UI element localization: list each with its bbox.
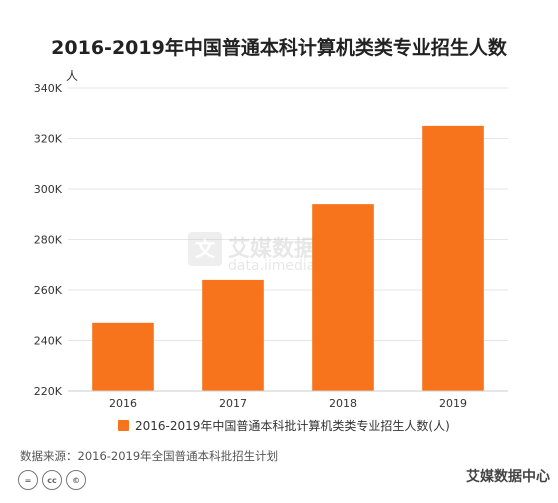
y-tick-label: 280K xyxy=(34,234,63,247)
x-tick-label: 2019 xyxy=(439,397,467,410)
watermark-logo-icon xyxy=(188,232,222,266)
y-tick-label: 260K xyxy=(34,284,63,297)
x-tick-label: 2016 xyxy=(109,397,137,410)
y-axis-ticks: 220K 240K 260K 280K 300K 320K 340K xyxy=(34,82,63,398)
y-tick-label: 220K xyxy=(34,385,63,398)
bars xyxy=(92,125,484,391)
x-axis-ticks: 2016 2017 2018 2019 xyxy=(109,397,467,410)
equals-badge-icon: = xyxy=(18,470,38,490)
bar-2016 xyxy=(92,322,154,391)
legend-label: 2016-2019年中国普通本科批计算机类类专业招生人数(人) xyxy=(135,418,450,433)
legend-swatch xyxy=(118,419,129,431)
footer-brand: 艾媒数据中心 xyxy=(466,469,550,485)
y-tick-label: 320K xyxy=(34,133,63,146)
bar-2018 xyxy=(312,204,374,391)
x-tick-label: 2017 xyxy=(219,397,247,410)
y-axis-label: 人 xyxy=(66,69,78,83)
chart-title: 2016-2019年中国普通本科计算机类类专业招生人数 xyxy=(51,37,507,59)
watermark-url: data.iimedia.cn xyxy=(228,258,336,274)
y-tick-label: 340K xyxy=(34,82,63,95)
source-note: 数据来源：2016-2019年全国普通本科批招生计划 xyxy=(20,449,279,463)
license-badges: = cc © xyxy=(18,470,86,490)
bar-2017 xyxy=(202,279,264,391)
bar-2019 xyxy=(422,125,484,391)
y-tick-label: 240K xyxy=(34,335,63,348)
cc-badge-icon: cc xyxy=(42,470,62,490)
copyright-badge-icon: © xyxy=(66,470,86,490)
svg-text:文: 文 xyxy=(195,237,216,261)
x-tick-label: 2018 xyxy=(329,397,357,410)
y-tick-label: 300K xyxy=(34,183,63,196)
legend: 2016-2019年中国普通本科批计算机类类专业招生人数(人) xyxy=(118,416,450,434)
